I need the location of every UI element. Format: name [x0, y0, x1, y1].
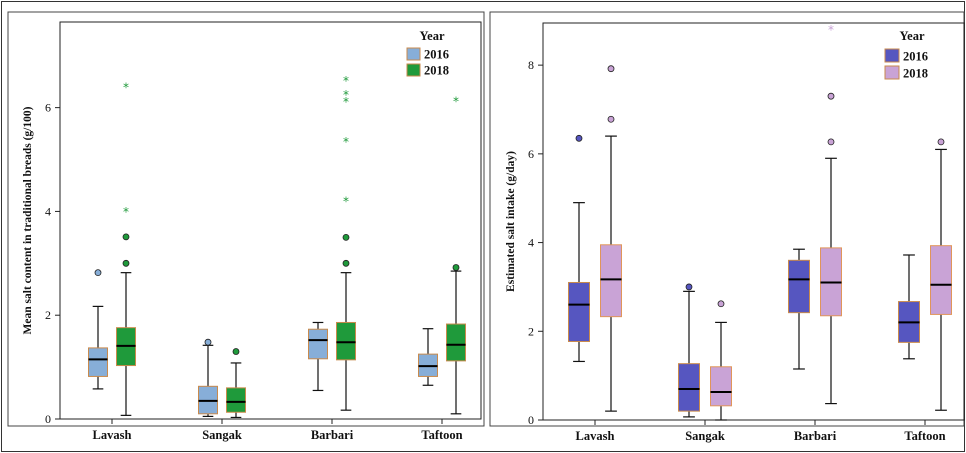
x-tick-label: Lavash	[93, 428, 132, 442]
y-tick-label: 0	[45, 412, 51, 426]
legend-swatch-2018	[406, 63, 421, 77]
box-iqr	[308, 328, 328, 360]
box-iqr	[88, 347, 108, 377]
box-2016-taftoon	[418, 328, 438, 386]
outlier-point	[685, 283, 693, 291]
legend-title: Year	[420, 29, 445, 43]
legend-label-2018: 2018	[903, 67, 928, 81]
box-iqr	[930, 245, 952, 315]
box-iqr	[336, 321, 356, 361]
box-2016-sangak	[198, 338, 218, 418]
y-tick-label: 4	[528, 236, 534, 250]
outlier-point	[575, 134, 583, 142]
outlier-point	[827, 92, 835, 100]
extreme-point: *	[343, 95, 349, 109]
box-2016-taftoon	[898, 254, 920, 360]
extreme-point: *	[123, 205, 129, 219]
box-iqr	[600, 244, 622, 318]
x-tick-label: Taftoon	[904, 429, 945, 443]
y-axis-label: Estimated salt intake (g/day)	[505, 151, 517, 292]
chart-panel-1: 0 2 4 6 Mean salt content in traditional bre…	[7, 11, 485, 442]
y-tick-label: 2	[45, 308, 51, 322]
box-2018-sangak	[226, 348, 246, 419]
box-2018-barbari: *	[820, 23, 842, 405]
y-tick-label: 0	[528, 413, 534, 427]
legend-label-2018: 2018	[424, 64, 449, 78]
legend: Year 2016 2018	[406, 29, 449, 78]
extreme-point: *	[343, 195, 349, 209]
outlier-point	[937, 138, 945, 146]
extreme-point: *	[343, 88, 349, 102]
x-tick-label: Lavash	[576, 429, 615, 443]
y-tick-label: 6	[528, 147, 534, 161]
legend-title: Year	[900, 29, 925, 43]
plot-area	[59, 21, 482, 420]
outlier-point	[452, 264, 460, 271]
y-tick-label: 6	[45, 101, 51, 115]
x-tick-label: Barbari	[794, 429, 837, 443]
box-2018-sangak	[710, 300, 732, 421]
legend-swatch-2016	[884, 48, 900, 63]
panel-border	[7, 11, 485, 427]
outlier-point	[232, 348, 240, 355]
plot-area	[542, 22, 965, 421]
outlier-point	[122, 259, 130, 267]
extreme-point: *	[343, 74, 349, 88]
outlier-point	[827, 138, 835, 146]
box-2016-barbari	[308, 321, 328, 392]
box-2016-barbari	[788, 248, 810, 370]
legend-label-2016: 2016	[424, 48, 449, 62]
y-tick-label: 4	[45, 204, 51, 218]
x-tick-label: Sangak	[202, 428, 242, 442]
outlier-point	[94, 269, 102, 277]
box-2016-lavash	[88, 269, 108, 390]
box-2018-lavash	[600, 65, 622, 412]
box-2018-lavash: **	[116, 80, 136, 416]
box-iqr	[710, 366, 732, 407]
box-2016-sangak	[678, 283, 700, 418]
box-2018-taftoon	[930, 138, 952, 411]
legend: Year 2016 2018	[884, 29, 928, 81]
x-tick-label: Barbari	[311, 428, 354, 442]
extreme-point: *	[343, 135, 349, 149]
outlier-point	[717, 300, 725, 308]
extreme-point: *	[453, 94, 459, 108]
outlier-point	[342, 233, 350, 241]
outlier-point	[607, 65, 615, 73]
extreme-point: *	[828, 23, 834, 37]
outlier-point	[342, 259, 350, 267]
legend-swatch-2018	[884, 65, 900, 80]
x-tick-label: Sangak	[685, 429, 725, 443]
outlier-point	[204, 338, 212, 346]
outlier-point	[122, 233, 130, 241]
outlier-point	[607, 115, 615, 123]
box-iqr	[568, 281, 590, 342]
y-tick-label: 8	[528, 58, 534, 72]
box-2016-lavash	[568, 134, 590, 363]
extreme-point: *	[123, 80, 129, 94]
box-iqr	[788, 259, 810, 314]
legend-swatch-2016	[406, 47, 421, 61]
x-tick-label: Taftoon	[421, 428, 462, 442]
chart-panel-2: 0 2 4 6 8 Estimated salt intake (g/day) Lavash…	[489, 11, 965, 443]
box-iqr	[446, 323, 466, 362]
box-iqr	[678, 363, 700, 412]
box-2018-barbari: *****	[336, 74, 356, 411]
legend-label-2016: 2016	[903, 50, 928, 64]
box-2018-taftoon: *	[446, 94, 466, 415]
y-axis-label: Mean salt content in traditional breads …	[22, 106, 34, 334]
box-iqr	[226, 387, 246, 413]
y-tick-label: 2	[528, 324, 534, 338]
